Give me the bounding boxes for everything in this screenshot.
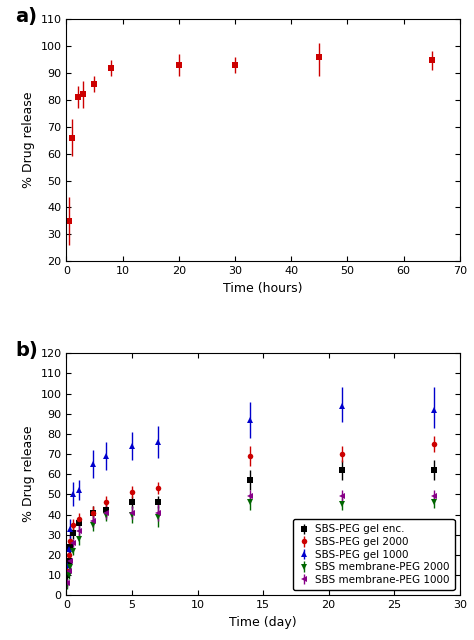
Text: a): a)	[15, 7, 37, 26]
X-axis label: Time (day): Time (day)	[229, 616, 297, 628]
X-axis label: Time (hours): Time (hours)	[223, 282, 303, 294]
Text: b): b)	[15, 341, 38, 360]
Legend: SBS-PEG gel enc., SBS-PEG gel 2000, SBS-PEG gel 1000, SBS membrane-PEG 2000, SBS: SBS-PEG gel enc., SBS-PEG gel 2000, SBS-…	[293, 519, 455, 590]
Y-axis label: % Drug release: % Drug release	[22, 426, 35, 522]
Y-axis label: % Drug release: % Drug release	[22, 92, 35, 188]
